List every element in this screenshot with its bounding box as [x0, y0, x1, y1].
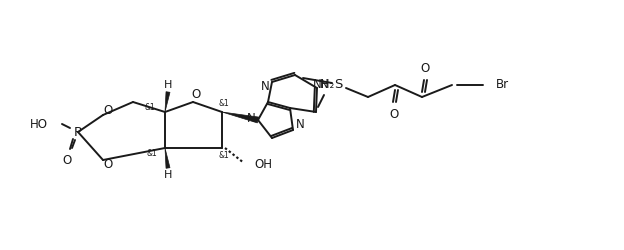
- Text: OH: OH: [254, 158, 272, 172]
- Text: &1: &1: [144, 102, 155, 112]
- Text: O: O: [389, 108, 399, 120]
- Polygon shape: [165, 92, 170, 112]
- Text: &1: &1: [218, 100, 230, 108]
- Polygon shape: [165, 148, 170, 168]
- Text: N: N: [246, 112, 255, 124]
- Text: N: N: [296, 118, 305, 132]
- Text: H: H: [164, 170, 172, 180]
- Text: O: O: [62, 154, 72, 168]
- Text: S: S: [334, 78, 342, 92]
- Text: N: N: [319, 78, 328, 90]
- Text: O: O: [104, 158, 112, 170]
- Text: P: P: [74, 126, 82, 138]
- Text: H: H: [164, 80, 172, 90]
- Text: Br: Br: [496, 78, 509, 92]
- Text: HO: HO: [30, 118, 48, 130]
- Text: O: O: [192, 88, 201, 102]
- Text: O: O: [421, 62, 430, 74]
- Text: &1: &1: [218, 152, 230, 160]
- Text: O: O: [104, 104, 112, 118]
- Text: N: N: [261, 80, 270, 92]
- Text: NH₂: NH₂: [313, 78, 335, 90]
- Text: &1: &1: [146, 148, 157, 158]
- Polygon shape: [222, 112, 259, 123]
